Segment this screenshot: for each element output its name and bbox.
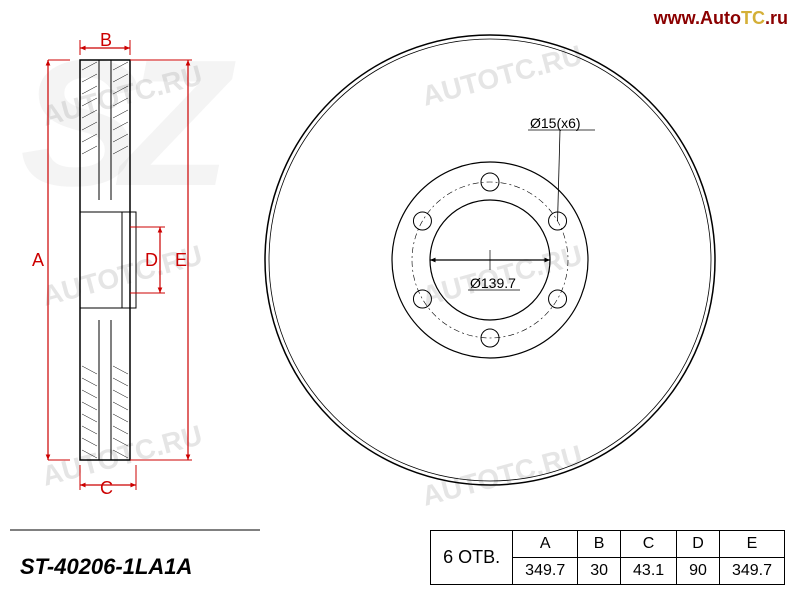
holes-count: 6 ОТВ. bbox=[431, 531, 513, 585]
dim-label-c: C bbox=[100, 478, 113, 499]
dim-label-e: E bbox=[175, 250, 187, 271]
dim-header: C bbox=[621, 531, 677, 558]
dim-header: E bbox=[719, 531, 784, 558]
dim-value: 90 bbox=[677, 558, 720, 585]
dim-value: 43.1 bbox=[621, 558, 677, 585]
dim-header: D bbox=[677, 531, 720, 558]
source-url: www.AutoTC.ru bbox=[654, 8, 788, 29]
part-number: ST-40206-1LA1A bbox=[20, 554, 192, 580]
dim-label-d: D bbox=[145, 250, 158, 271]
center-annotation: Ø139.7 bbox=[470, 275, 516, 291]
bolt-annotation: Ø15(x6) bbox=[530, 115, 581, 131]
dim-header: A bbox=[513, 531, 578, 558]
dim-value: 349.7 bbox=[719, 558, 784, 585]
technical-drawing bbox=[0, 0, 800, 600]
dimensions-table: 6 ОТВ. A B C D E 349.7 30 43.1 90 349.7 bbox=[430, 530, 785, 585]
dim-header: B bbox=[578, 531, 621, 558]
dim-label-a: A bbox=[32, 250, 44, 271]
dim-value: 30 bbox=[578, 558, 621, 585]
dim-label-b: B bbox=[100, 30, 112, 51]
dim-value: 349.7 bbox=[513, 558, 578, 585]
